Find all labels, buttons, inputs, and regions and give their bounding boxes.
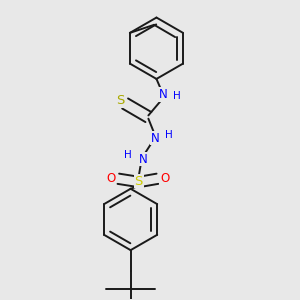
Text: H: H bbox=[124, 151, 132, 160]
Text: O: O bbox=[106, 172, 115, 185]
Text: H: H bbox=[173, 91, 181, 101]
Text: S: S bbox=[134, 175, 143, 188]
Text: N: N bbox=[139, 153, 147, 166]
Text: N: N bbox=[151, 131, 159, 145]
Text: N: N bbox=[158, 88, 167, 101]
Text: S: S bbox=[116, 94, 124, 107]
Text: O: O bbox=[160, 172, 169, 185]
Text: H: H bbox=[164, 130, 172, 140]
